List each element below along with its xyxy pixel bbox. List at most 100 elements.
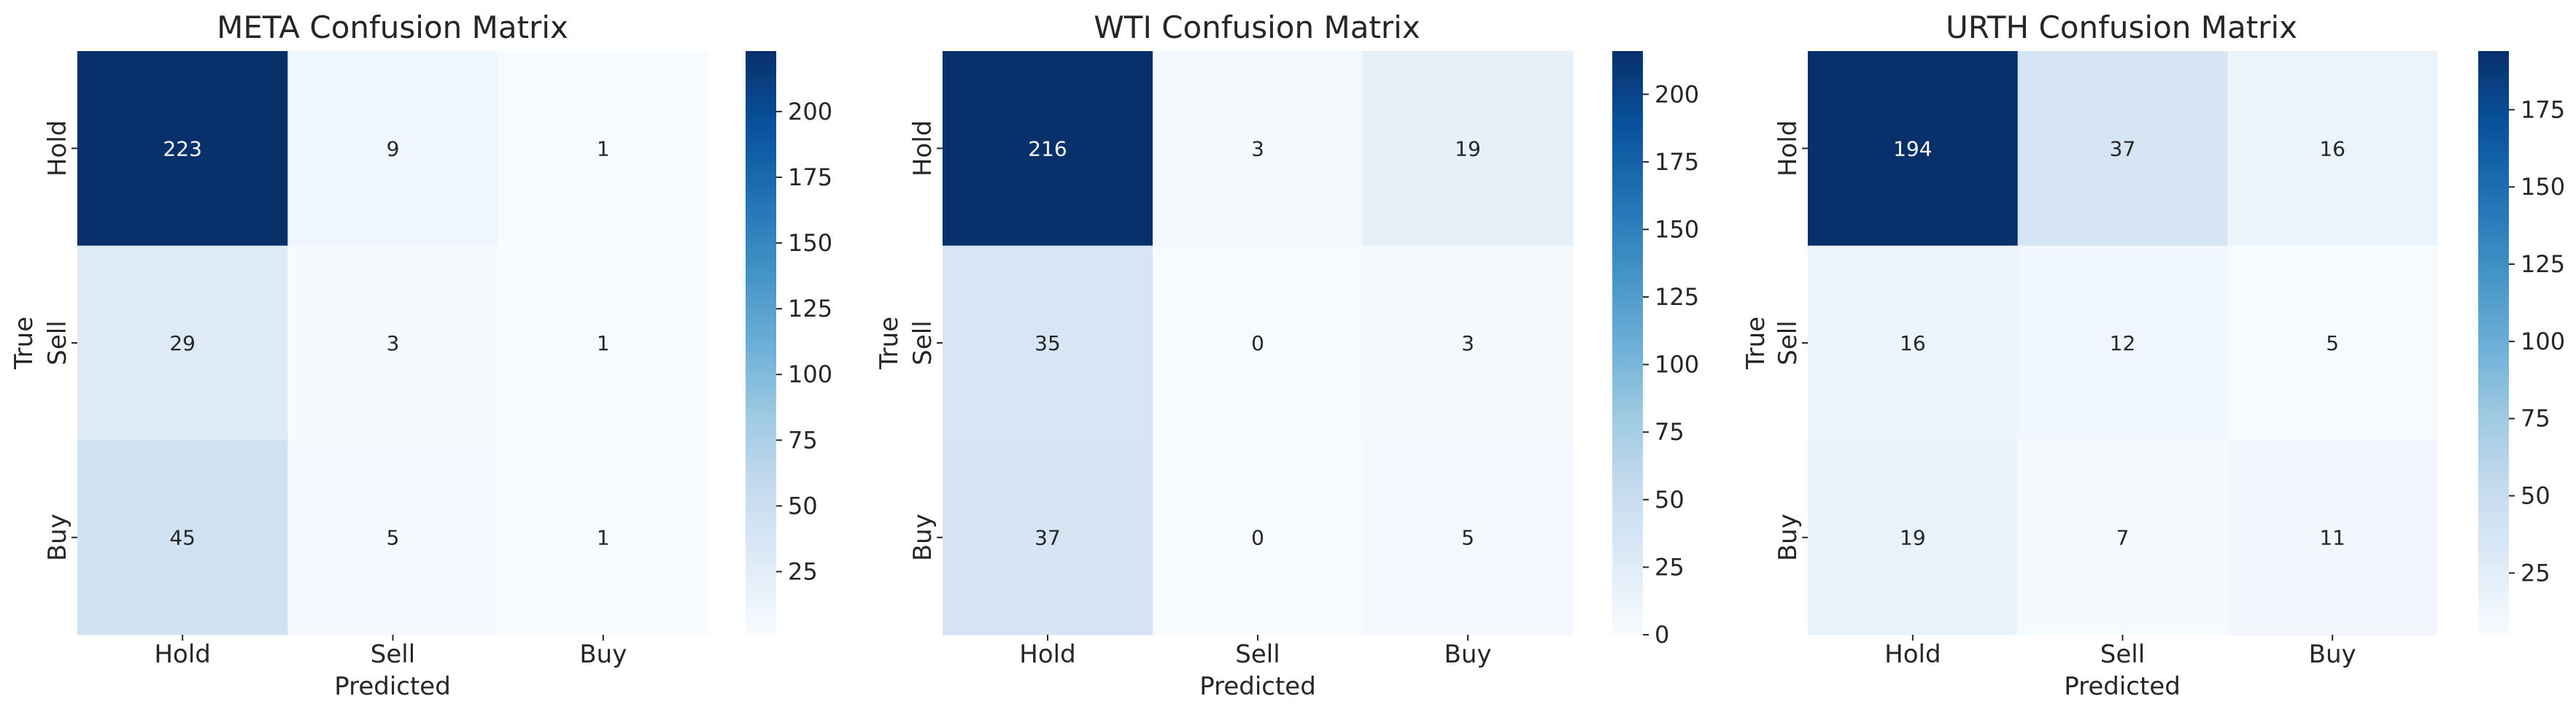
colorbar-tick-label: 25 <box>788 558 818 586</box>
colorbar-tick-label: 100 <box>2521 328 2565 355</box>
cell-value-label: 45 <box>169 526 196 550</box>
cell-value-label: 37 <box>2110 136 2136 161</box>
cell-value-label: 29 <box>169 331 196 355</box>
colorbar-tick-label: 200 <box>1655 80 1699 108</box>
y-tick-label: Sell <box>1774 320 1803 365</box>
y-tick-label: Buy <box>908 514 937 561</box>
y-tick-label: Buy <box>1774 514 1803 561</box>
heatmap-cell <box>1153 440 1364 635</box>
heatmap-cell <box>287 245 499 441</box>
heatmap-cell <box>1808 440 2019 635</box>
cell-value-label: 194 <box>1893 136 1932 161</box>
colorbar <box>746 51 776 635</box>
heatmap-cell <box>287 440 499 635</box>
chart-title: WTI Confusion Matrix <box>1094 9 1420 45</box>
colorbar-tick-label: 125 <box>1655 283 1699 311</box>
cell-value-label: 3 <box>1461 331 1474 355</box>
heatmap-cell <box>1808 245 2019 441</box>
y-tick-label: Hold <box>1774 120 1803 177</box>
x-tick-label: Hold <box>1884 640 1941 669</box>
colorbar-tick-label: 100 <box>788 360 832 388</box>
cell-value-label: 16 <box>2319 136 2345 161</box>
y-tick-label: Hold <box>908 120 937 177</box>
colorbar-tick-label: 100 <box>1655 351 1699 379</box>
colorbar-tick-label: 75 <box>788 426 818 454</box>
heatmap-cell <box>287 51 499 247</box>
cell-value-label: 12 <box>2110 331 2136 355</box>
cell-value-label: 35 <box>1034 331 1061 355</box>
heatmap-panel-meta: META Confusion Matrix 223 9 1 29 3 1 45 5 1 Hold S… <box>9 9 832 701</box>
cell-value-label: 216 <box>1028 136 1067 161</box>
cell-value-label: 1 <box>597 136 610 161</box>
colorbar-tick-label: 175 <box>788 163 832 191</box>
cell-value-label: 37 <box>1034 526 1061 550</box>
cell-value-label: 11 <box>2319 526 2345 550</box>
colorbar-tick-label: 150 <box>2521 173 2565 201</box>
colorbar-tick-label: 25 <box>1655 553 1685 581</box>
colorbar-tick-label: 75 <box>1655 418 1685 446</box>
colorbar-tick-label: 150 <box>1655 215 1699 243</box>
y-axis-label: True <box>1741 317 1771 370</box>
heatmap-cell <box>2227 440 2438 635</box>
heatmap-cell <box>498 245 709 441</box>
x-tick-label: Sell <box>1235 640 1280 669</box>
x-tick-label: Buy <box>579 640 627 669</box>
colorbar-tick-label: 50 <box>788 492 818 519</box>
cell-value-label: 19 <box>1455 136 1481 161</box>
colorbar-tick-label: 50 <box>1655 486 1685 514</box>
cell-value-label: 5 <box>2326 331 2339 355</box>
x-tick-label: Sell <box>371 640 415 669</box>
cell-value-label: 5 <box>387 526 400 550</box>
x-tick-label: Hold <box>1019 640 1075 669</box>
cell-value-label: 1 <box>597 526 610 550</box>
heatmap-cell <box>1363 440 1574 635</box>
heatmap-cell <box>2227 245 2438 441</box>
x-tick-label: Buy <box>2309 640 2356 669</box>
cell-value-label: 0 <box>1251 331 1264 355</box>
colorbar <box>1612 51 1643 635</box>
x-axis-label: Predicted <box>1199 672 1316 701</box>
cell-value-label: 3 <box>1251 136 1264 161</box>
y-tick-label: Sell <box>43 320 72 365</box>
colorbar-tick-label: 150 <box>788 229 832 257</box>
colorbar-tick-label: 200 <box>788 98 832 125</box>
heatmap-cell <box>498 51 709 247</box>
cell-value-label: 223 <box>163 136 201 161</box>
heatmap-cell <box>943 245 1153 441</box>
heatmap-cell <box>1363 245 1574 441</box>
colorbar-tick-label: 0 <box>1655 621 1669 649</box>
cell-value-label: 7 <box>2116 526 2130 550</box>
colorbar-tick-label: 50 <box>2521 482 2550 510</box>
heatmap-cell <box>77 440 288 635</box>
heatmap-cell <box>77 51 288 247</box>
heatmap-cell <box>1153 245 1364 441</box>
heatmap-cell <box>77 245 288 441</box>
heatmap-cell <box>943 51 1153 247</box>
colorbar-tick-label: 25 <box>2521 559 2550 587</box>
chart-title: META Confusion Matrix <box>217 9 568 45</box>
x-axis-label: Predicted <box>334 672 451 701</box>
heatmap-cell <box>1808 51 2019 247</box>
heatmap-cell <box>2017 51 2228 247</box>
heatmap-cell <box>2017 440 2228 635</box>
heatmap-cell <box>2227 51 2438 247</box>
x-tick-label: Hold <box>154 640 210 669</box>
y-tick-label: Hold <box>43 120 72 177</box>
colorbar-tick-label: 175 <box>2521 96 2565 123</box>
colorbar-tick-label: 75 <box>2521 405 2550 433</box>
x-axis-label: Predicted <box>2064 672 2181 701</box>
colorbar-tick-label: 125 <box>788 295 832 322</box>
y-axis-label: True <box>875 317 904 370</box>
cell-value-label: 9 <box>387 136 400 161</box>
colorbar-tick-label: 175 <box>1655 148 1699 176</box>
cell-value-label: 19 <box>1900 526 1926 550</box>
colorbar <box>2478 51 2509 635</box>
cell-value-label: 0 <box>1251 526 1264 550</box>
y-tick-label: Buy <box>43 514 72 561</box>
heatmap-panel-wti: WTI Confusion Matrix 216 3 19 35 0 3 37 0 5 Hold S… <box>875 9 1699 701</box>
cell-value-label: 16 <box>1900 331 1926 355</box>
y-tick-label: Sell <box>908 320 937 365</box>
cell-value-label: 3 <box>387 331 400 355</box>
